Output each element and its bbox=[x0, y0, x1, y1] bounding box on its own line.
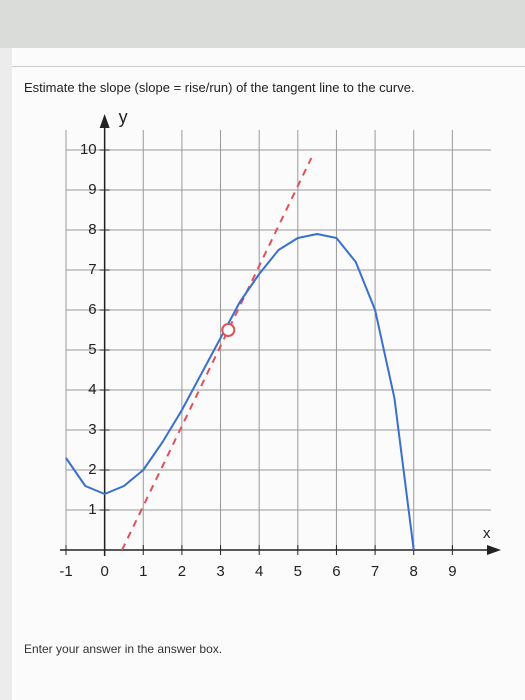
x-tick-label: 3 bbox=[216, 563, 224, 580]
x-tick-label: 5 bbox=[294, 563, 302, 580]
x-tick-label: 7 bbox=[371, 563, 379, 580]
tangent-point bbox=[221, 323, 236, 337]
y-tick-label: 9 bbox=[88, 181, 96, 198]
x-tick-label: 4 bbox=[255, 563, 263, 580]
y-tick-label: 1 bbox=[88, 501, 96, 518]
tangent-line bbox=[121, 157, 313, 551]
y-arrow bbox=[99, 114, 110, 128]
x-tick-label: 1 bbox=[139, 563, 147, 580]
y-tick-label: 3 bbox=[88, 421, 96, 438]
y-tick-label: 4 bbox=[88, 381, 96, 398]
y-tick-label: 2 bbox=[88, 461, 96, 478]
x-axis-label: x bbox=[483, 525, 491, 542]
x-tick-label: -1 bbox=[59, 563, 72, 580]
divider bbox=[12, 66, 525, 67]
y-tick-label: 7 bbox=[88, 261, 96, 278]
y-tick-label: 6 bbox=[88, 301, 96, 318]
x-tick-label: 9 bbox=[448, 563, 456, 580]
x-tick-label: 2 bbox=[178, 563, 186, 580]
y-tick-label: 8 bbox=[88, 221, 96, 238]
x-tick-label: 0 bbox=[100, 563, 108, 580]
sheet bbox=[12, 48, 525, 700]
y-tick-label: 10 bbox=[80, 141, 97, 158]
x-arrow bbox=[487, 545, 501, 555]
x-tick-label: 8 bbox=[410, 563, 418, 580]
curve bbox=[65, 233, 415, 551]
y-axis-label: y bbox=[119, 107, 128, 127]
question: Estimate the slope (slope = rise/run) of… bbox=[24, 80, 415, 95]
x-tick-label: 6 bbox=[332, 563, 340, 580]
instruction: Enter your answer in the answer box. bbox=[24, 642, 223, 656]
header-strip bbox=[0, 0, 525, 48]
y-tick-label: 5 bbox=[88, 341, 96, 358]
